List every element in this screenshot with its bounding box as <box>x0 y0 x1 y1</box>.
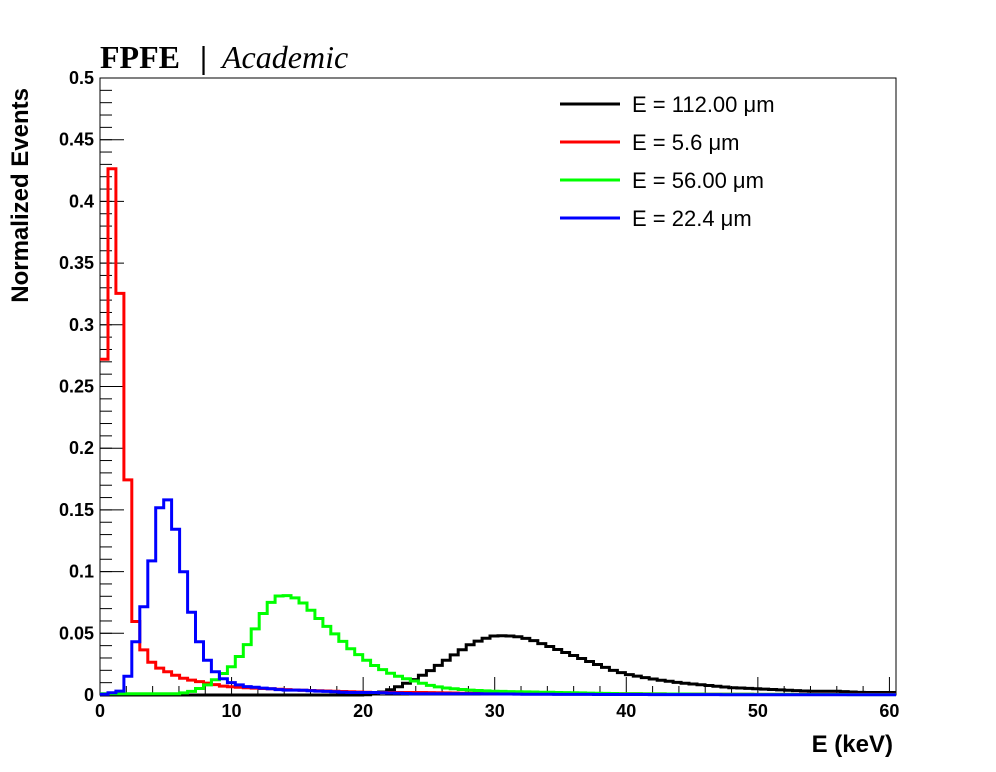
series-lines <box>100 167 896 697</box>
y-tick-label: 0.15 <box>59 500 94 520</box>
y-tick-label: 0 <box>84 685 94 705</box>
series-line-3 <box>100 498 896 697</box>
y-tick-label: 0.35 <box>59 253 94 273</box>
y-tick-label: 0.05 <box>59 623 94 643</box>
legend-label: E = 5.6 μm <box>632 130 739 155</box>
y-tick-label: 0.4 <box>69 191 94 211</box>
chart-subtitle: Academic <box>220 39 348 75</box>
chart-title-separator: | <box>200 39 207 75</box>
x-tick-label: 10 <box>222 701 242 721</box>
series-line-0 <box>100 634 896 697</box>
x-tick-label: 0 <box>95 701 105 721</box>
y-axis-title: Normalized Events <box>7 88 34 303</box>
y-tick-label: 0.2 <box>69 438 94 458</box>
y-tick-label: 0.3 <box>69 315 94 335</box>
x-tick-label: 30 <box>485 701 505 721</box>
legend-label: E = 112.00 μm <box>632 92 775 117</box>
y-tick-label: 0.5 <box>69 68 94 88</box>
y-tick-label: 0.25 <box>59 377 94 397</box>
series-line-1 <box>100 167 896 696</box>
plot-frame <box>99 77 897 696</box>
x-tick-label: 50 <box>748 701 768 721</box>
x-tick-label: 60 <box>879 701 899 721</box>
x-tick-label: 20 <box>353 701 373 721</box>
y-axis-ticks: 0 0.05 0.1 0.15 0.2 0.25 0.3 0.35 0.4 0.45 0.5 <box>59 68 124 705</box>
y-tick-label: 0.1 <box>69 562 94 582</box>
chart-title: FPFE <box>100 39 180 75</box>
legend-label: E = 22.4 μm <box>632 206 752 231</box>
x-tick-label: 40 <box>616 701 636 721</box>
legend: E = 112.00 μm E = 5.6 μm E = 56.00 μm E = 2… <box>560 92 775 231</box>
x-axis-title: E (keV) <box>812 731 893 758</box>
y-tick-label: 0.45 <box>59 130 94 150</box>
legend-label: E = 56.00 μm <box>632 168 764 193</box>
plot-border <box>99 77 897 696</box>
